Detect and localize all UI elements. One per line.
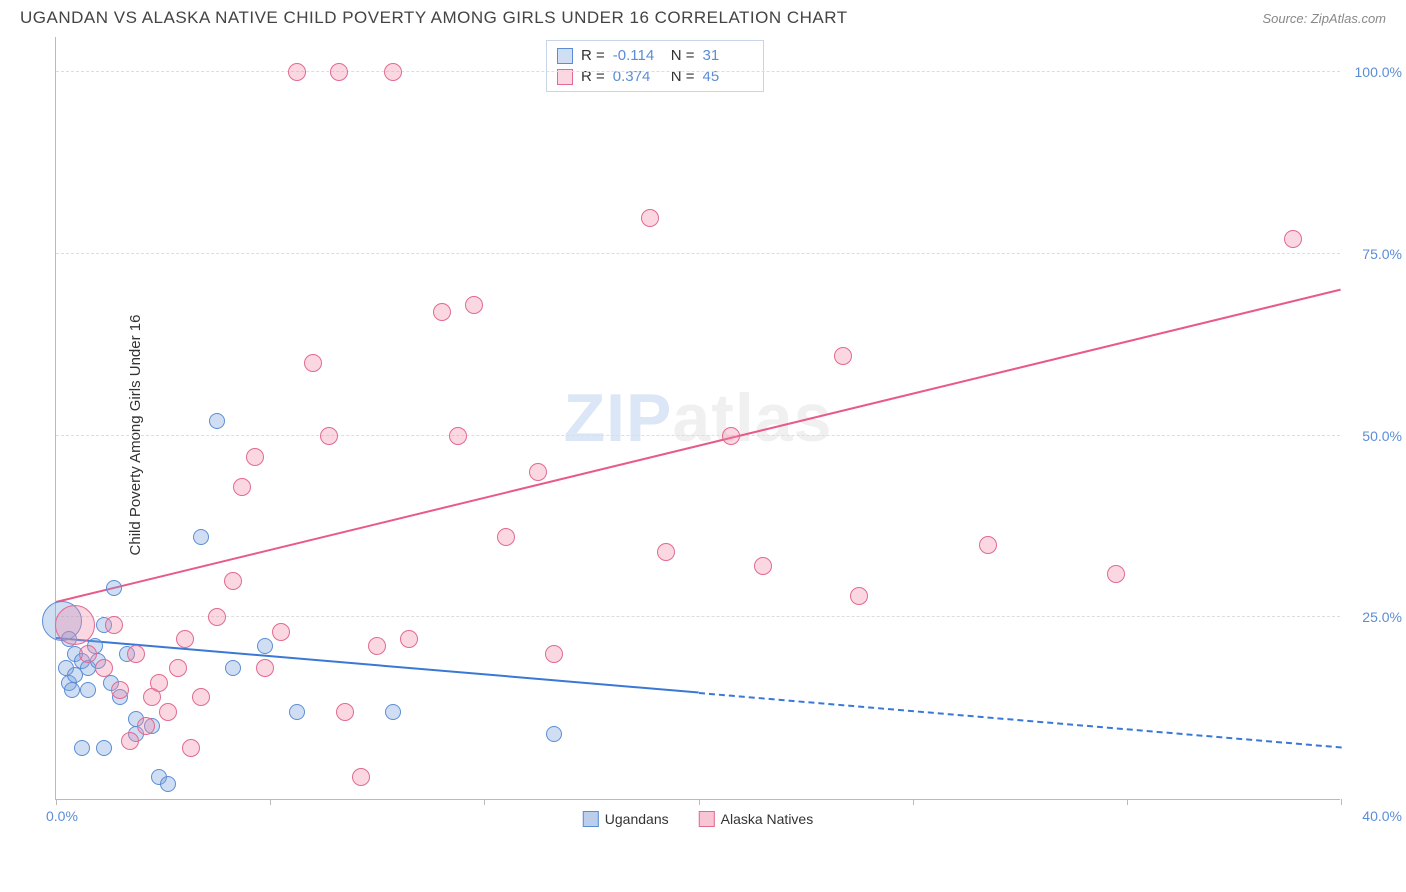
x-axis-min-label: 0.0% (46, 808, 78, 824)
grid-line (56, 253, 1340, 254)
data-point (111, 681, 129, 699)
data-point (209, 413, 225, 429)
data-point (400, 630, 418, 648)
data-point (169, 659, 187, 677)
data-point (127, 645, 145, 663)
data-point (150, 674, 168, 692)
x-tick (1341, 799, 1342, 805)
data-point (208, 608, 226, 626)
data-point (834, 347, 852, 365)
plot-area: ZIPatlas R =-0.114N =31R =0.374N =45 0.0… (55, 37, 1340, 800)
n-label: N = (671, 47, 695, 64)
data-point (176, 630, 194, 648)
data-point (137, 717, 155, 735)
y-tick-label: 75.0% (1362, 246, 1402, 262)
data-point (159, 703, 177, 721)
chart-header: UGANDAN VS ALASKA NATIVE CHILD POVERTY A… (0, 0, 1406, 32)
data-point (330, 63, 348, 81)
data-point (320, 427, 338, 445)
data-point (272, 623, 290, 641)
x-tick (270, 799, 271, 805)
series-legend: Ugandans Alaska Natives (583, 811, 813, 827)
data-point (304, 354, 322, 372)
legend-item: Alaska Natives (699, 811, 814, 827)
y-tick-label: 100.0% (1355, 64, 1402, 80)
chart-container: Child Poverty Among Girls Under 16 ZIPat… (55, 37, 1386, 832)
watermark-zip: ZIP (564, 380, 673, 456)
data-point (546, 726, 562, 742)
data-point (465, 296, 483, 314)
data-point (384, 63, 402, 81)
data-point (850, 587, 868, 605)
grid-line (56, 616, 1340, 617)
grid-line (56, 71, 1340, 72)
data-point (257, 638, 273, 654)
y-tick-label: 50.0% (1362, 428, 1402, 444)
data-point (160, 776, 176, 792)
data-point (641, 209, 659, 227)
data-point (288, 63, 306, 81)
stats-row: R =0.374N =45 (557, 66, 753, 87)
data-point (225, 660, 241, 676)
data-point (529, 463, 547, 481)
data-point (74, 740, 90, 756)
data-point (256, 659, 274, 677)
r-label: R = (581, 47, 605, 64)
data-point (233, 478, 251, 496)
data-point (64, 682, 80, 698)
data-point (433, 303, 451, 321)
stats-row: R = -0.114 N = 31 (557, 45, 753, 66)
correlation-stats-box: R = -0.114 N = 31 R =0.374N =45 (546, 40, 764, 92)
data-point (722, 427, 740, 445)
x-axis-max-label: 40.0% (1362, 808, 1402, 824)
x-tick (56, 799, 57, 805)
data-point (67, 667, 83, 683)
data-point (95, 659, 113, 677)
data-point (106, 580, 122, 596)
data-point (497, 528, 515, 546)
x-tick (913, 799, 914, 805)
x-tick (1127, 799, 1128, 805)
data-point (80, 682, 96, 698)
legend-swatch (583, 811, 599, 827)
data-point (246, 448, 264, 466)
data-point (96, 740, 112, 756)
series-swatch (557, 48, 573, 64)
data-point (289, 704, 305, 720)
r-value: -0.114 (613, 47, 663, 64)
y-tick-label: 25.0% (1362, 609, 1402, 625)
data-point (105, 616, 123, 634)
data-point (121, 732, 139, 750)
trend-line-extrapolated (698, 692, 1341, 748)
data-point (182, 739, 200, 757)
data-point (545, 645, 563, 663)
x-tick (699, 799, 700, 805)
source-attribution: Source: ZipAtlas.com (1262, 11, 1386, 26)
data-point (385, 704, 401, 720)
legend-swatch (699, 811, 715, 827)
data-point (352, 768, 370, 786)
data-point (1107, 565, 1125, 583)
data-point (449, 427, 467, 445)
x-tick (484, 799, 485, 805)
legend-label: Ugandans (605, 811, 669, 827)
data-point (1284, 230, 1302, 248)
trend-line (56, 288, 1341, 602)
legend-label: Alaska Natives (721, 811, 814, 827)
data-point (657, 543, 675, 561)
data-point (55, 605, 95, 645)
data-point (336, 703, 354, 721)
data-point (79, 645, 97, 663)
n-value: 31 (703, 47, 753, 64)
legend-item: Ugandans (583, 811, 669, 827)
grid-line (56, 435, 1340, 436)
data-point (224, 572, 242, 590)
data-point (754, 557, 772, 575)
data-point (193, 529, 209, 545)
data-point (979, 536, 997, 554)
data-point (192, 688, 210, 706)
data-point (368, 637, 386, 655)
chart-title: UGANDAN VS ALASKA NATIVE CHILD POVERTY A… (20, 8, 848, 28)
